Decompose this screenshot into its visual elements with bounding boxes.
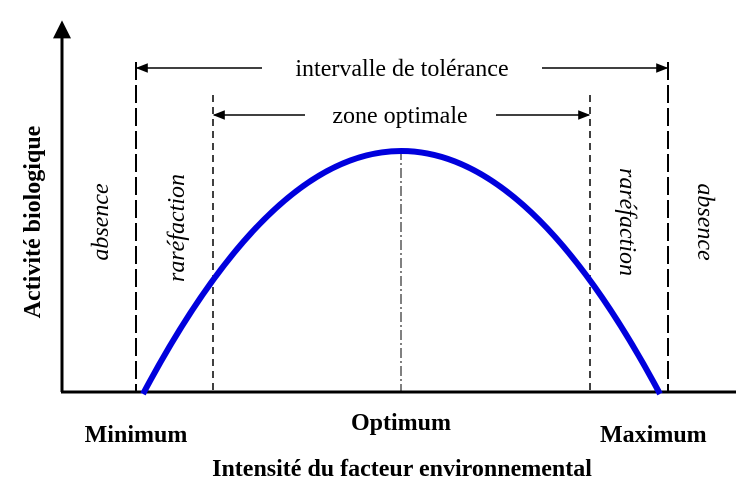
maximum-label: Maximum — [600, 422, 707, 448]
tolerance-label: intervalle de tolérance — [295, 56, 508, 82]
x-axis-label: Intensité du facteur environnemental — [212, 456, 592, 482]
minimum-label: Minimum — [85, 422, 188, 448]
y-axis-label: Activité biologique — [20, 125, 46, 318]
optimum-label: Optimum — [351, 410, 451, 436]
zone-label: raréfaction — [164, 174, 190, 282]
zone-label: absence — [692, 183, 718, 261]
zone-label: raréfaction — [614, 168, 640, 276]
zone-label: absence — [88, 183, 114, 261]
optimal-label: zone optimale — [332, 103, 467, 129]
tolerance-curve — [140, 148, 663, 396]
